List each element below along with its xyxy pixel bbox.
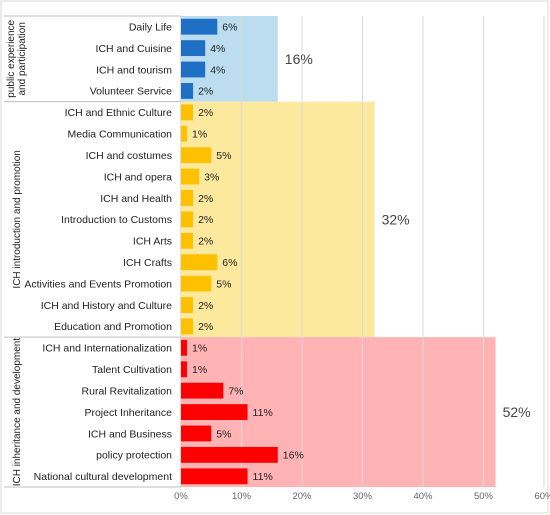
bar-2-5 [181,190,194,206]
value-label: 11% [253,471,273,483]
group-name-label: public experience [6,19,17,97]
x-tick-label: 20% [292,491,312,502]
group-name-label: and participation [17,22,28,95]
bar-2-6 [181,211,194,228]
category-label: Daily Life [129,22,172,34]
category-label: Volunteer Service [90,86,172,98]
bar-3-3 [181,382,224,399]
bar-1-4 [181,83,194,99]
bar-2-11 [181,318,194,335]
category-label: Project Inheritance [84,407,172,419]
category-label: ICH and opera [104,171,172,183]
bar-1-1 [181,18,218,35]
value-label: 2% [198,236,213,248]
group-name-label: ICH introduction and promotion [12,150,23,288]
bar-1-2 [181,40,206,57]
bar-3-2 [181,361,188,378]
value-label: 5% [216,428,231,440]
value-label: 6% [222,22,237,34]
group-name-label: ICH inheritance and development [12,338,23,487]
x-tick-label: 40% [413,491,433,502]
value-label: 2% [198,300,213,312]
category-label: ICH and Health [100,193,172,205]
bar-2-8 [181,254,218,271]
value-label: 1% [192,343,207,355]
x-tick-label: 0% [174,491,188,502]
x-tick-label: 30% [353,491,373,502]
bar-3-7 [181,468,248,485]
x-tick-label: 50% [474,491,494,502]
category-label: Media Communication [68,129,173,141]
bar-3-1 [181,339,188,356]
value-label: 4% [210,43,225,55]
value-label: 5% [216,150,231,162]
value-label: 11% [253,407,273,419]
group-total-label: 32% [382,211,410,227]
bar-3-6 [181,446,278,463]
bar-2-1 [181,104,194,121]
group-total-label: 16% [285,51,313,67]
category-label: Rural Revitalization [82,385,173,397]
category-label: ICH and Ethnic Culture [65,107,173,119]
bar-2-9 [181,275,212,292]
value-label: 7% [228,385,243,397]
category-label: Introduction to Customs [61,214,172,226]
category-label: ICH and Cuisine [96,43,173,55]
bar-2-4 [181,168,200,185]
value-label: 2% [198,193,213,205]
category-label: National cultural development [34,471,172,483]
category-label: ICH and costumes [86,150,172,162]
value-label: 2% [198,86,213,98]
value-label: 5% [216,278,231,290]
value-label: 1% [192,364,207,376]
category-label: Activities and Events Promotion [24,278,172,290]
value-label: 3% [204,171,219,183]
value-label: 4% [210,64,225,76]
category-label: ICH Crafts [123,257,172,269]
category-label: ICH and History and Culture [41,300,172,312]
value-label: 1% [192,129,207,141]
value-label: 2% [198,321,213,333]
x-tick-label: 60% [534,491,550,502]
value-label: 2% [198,107,213,119]
bar-2-3 [181,147,212,164]
bar-1-3 [181,61,206,78]
category-label: ICH and tourism [96,64,172,76]
bar-2-10 [181,297,194,313]
bar-3-5 [181,425,212,442]
value-label: 2% [198,214,213,226]
category-label: ICH and Business [88,428,172,440]
bar-2-7 [181,232,194,249]
x-tick-label: 10% [232,491,252,502]
category-label: Talent Cultivation [92,364,172,376]
bar-3-4 [181,404,248,420]
category-label: ICH and Internationalization [42,343,172,355]
value-label: 16% [283,450,304,462]
category-label: policy protection [96,450,172,462]
group-total-label: 52% [503,404,531,420]
group-band-2 [181,101,375,338]
category-label: Education and Promotion [54,321,172,333]
bar-2-2 [181,125,188,142]
category-label: ICH Arts [133,236,172,248]
value-label: 6% [222,257,237,269]
